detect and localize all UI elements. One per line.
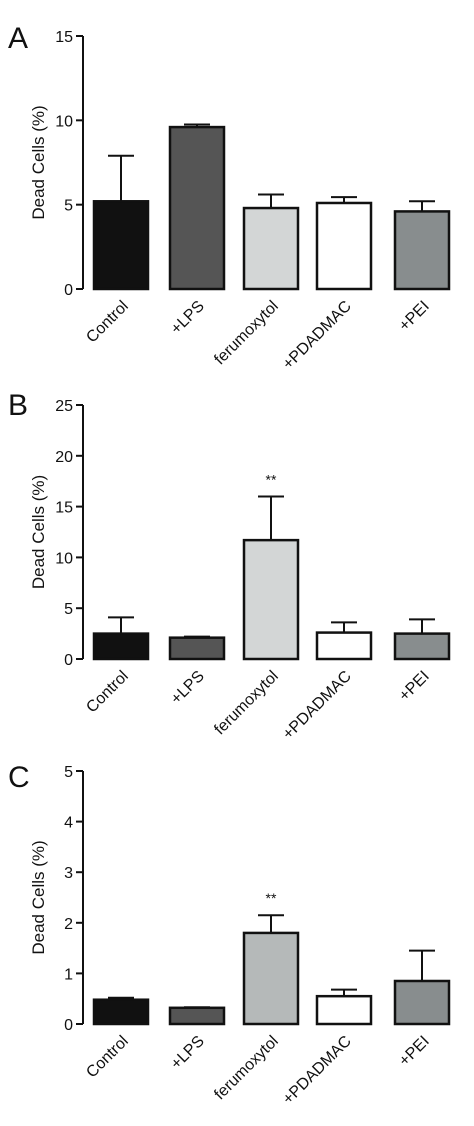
x-category-label: +PDADMAC — [280, 298, 355, 373]
bar-lps — [168, 1006, 226, 1026]
bar-pdadmac — [315, 631, 373, 661]
x-category-label: +PDADMAC — [280, 1033, 355, 1108]
bar-ferumoxytol — [242, 538, 300, 661]
y-axis-title: Dead Cells (%) — [29, 475, 48, 589]
significance-label: ** — [266, 890, 277, 906]
y-tick-label: 5 — [64, 198, 73, 215]
bar-control — [92, 998, 150, 1026]
x-category-label: Control — [83, 298, 131, 346]
x-category-label: +PDADMAC — [280, 668, 355, 743]
x-category-label: Control — [83, 1033, 131, 1081]
chart-panel-c: C 0 1 2 3 4 5 Dead Cells (%) Control +LPS ** ferumo… — [8, 761, 451, 1108]
y-axis-title: Dead Cells (%) — [29, 840, 48, 954]
y-tick-label: 10 — [55, 113, 73, 130]
x-category-label: +PEI — [396, 298, 433, 335]
x-category-label: +LPS — [168, 1033, 208, 1073]
y-tick-label: 2 — [64, 916, 73, 933]
bar-pdadmac — [315, 994, 373, 1026]
y-tick-label: 0 — [64, 282, 73, 299]
chart-panel-b: B 0 5 10 15 20 25 Dead Cells (%) Control +LPS ** fe… — [8, 389, 451, 743]
y-tick-label: 20 — [55, 449, 73, 466]
y-tick-label: 25 — [55, 398, 73, 415]
bar-pdadmac — [315, 201, 373, 291]
x-category-label: ferumoxytol — [211, 1033, 282, 1104]
bar-lps — [168, 125, 226, 291]
bar-lps — [168, 636, 226, 661]
y-tick-label: 5 — [64, 601, 73, 618]
y-tick-label: 4 — [64, 815, 73, 832]
bar-control — [92, 632, 150, 661]
bar-pei — [393, 632, 451, 661]
x-category-label: Control — [83, 668, 131, 716]
y-tick-label: 10 — [55, 550, 73, 567]
x-category-label: ferumoxytol — [211, 668, 282, 739]
x-category-label: +PEI — [396, 1033, 433, 1070]
bar-ferumoxytol — [242, 206, 300, 291]
y-tick-label: 5 — [64, 764, 73, 781]
x-category-label: +LPS — [168, 668, 208, 708]
y-tick-label: 0 — [64, 652, 73, 669]
panel-letter: B — [8, 389, 28, 422]
x-category-label: +LPS — [168, 298, 208, 338]
y-tick-label: 0 — [64, 1017, 73, 1034]
y-tick-label: 15 — [55, 500, 73, 517]
panel-letter: C — [8, 761, 30, 794]
bar-ferumoxytol — [242, 931, 300, 1026]
bar-pei — [393, 210, 451, 291]
y-tick-label: 1 — [64, 966, 73, 983]
bar-pei — [393, 979, 451, 1026]
y-axis-title: Dead Cells (%) — [29, 105, 48, 219]
significance-label: ** — [266, 471, 277, 487]
chart-panel-a: A 0 5 10 15 Dead Cells (%) Control +LPS ferumoxy… — [8, 22, 451, 373]
y-tick-label: 3 — [64, 865, 73, 882]
x-category-label: +PEI — [396, 668, 433, 705]
x-category-label: ferumoxytol — [211, 298, 282, 369]
panel-letter: A — [8, 22, 28, 55]
y-tick-label: 15 — [55, 29, 73, 46]
bar-control — [92, 200, 150, 291]
